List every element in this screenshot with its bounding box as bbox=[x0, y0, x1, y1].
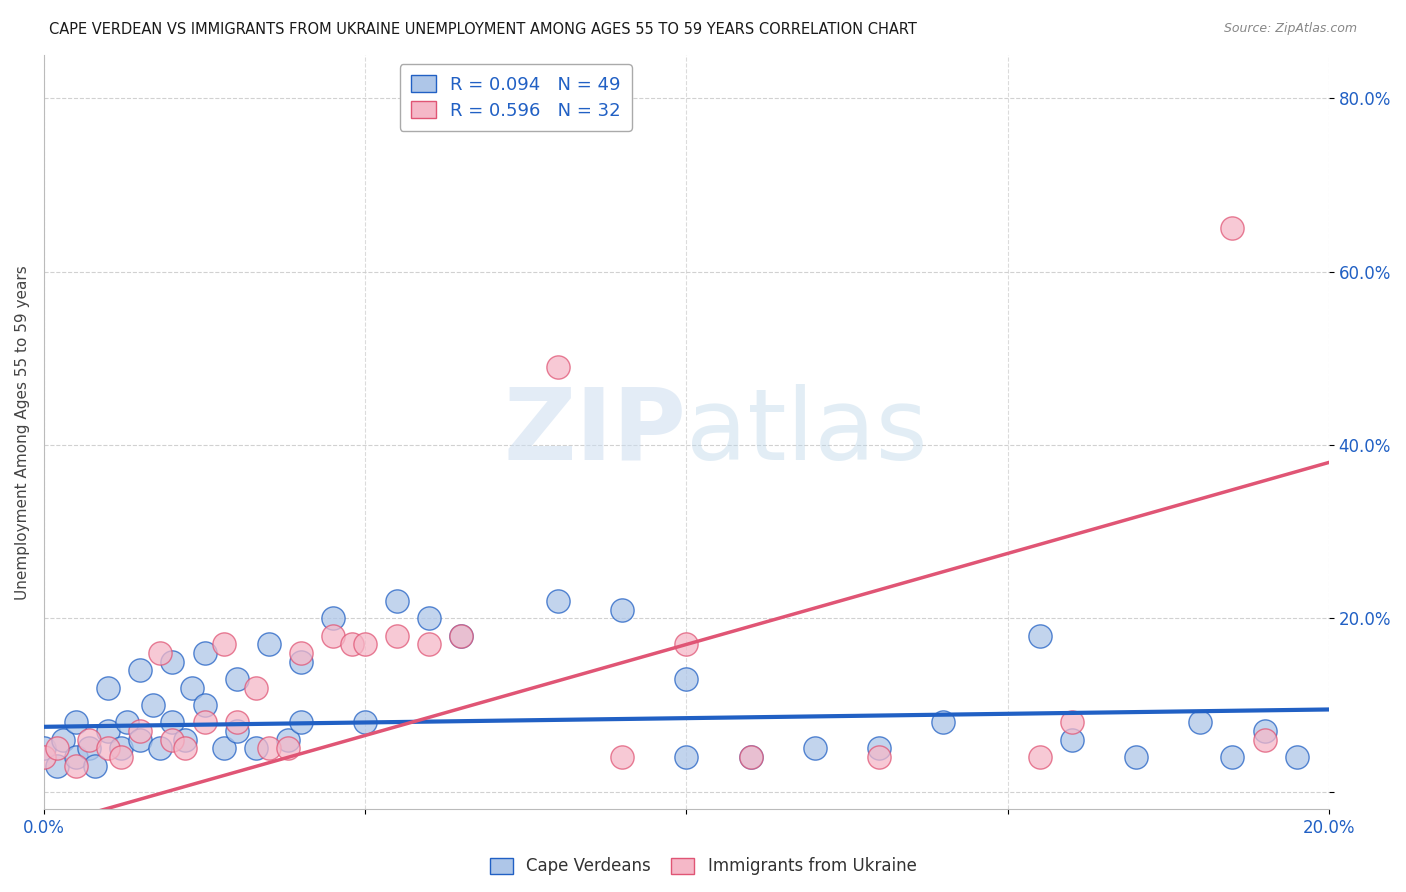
Point bbox=[32, 750, 55, 764]
Point bbox=[257, 638, 280, 652]
Point bbox=[740, 750, 762, 764]
Point bbox=[148, 646, 170, 660]
Point bbox=[418, 638, 440, 652]
Point bbox=[354, 638, 377, 652]
Point bbox=[675, 638, 697, 652]
Point bbox=[610, 603, 633, 617]
Point bbox=[1060, 715, 1083, 730]
Text: ZIP: ZIP bbox=[503, 384, 686, 481]
Point bbox=[142, 698, 165, 713]
Point bbox=[148, 741, 170, 756]
Point bbox=[180, 681, 202, 695]
Legend: R = 0.094   N = 49, R = 0.596   N = 32: R = 0.094 N = 49, R = 0.596 N = 32 bbox=[399, 64, 631, 130]
Point bbox=[547, 360, 569, 375]
Point bbox=[450, 629, 472, 643]
Point bbox=[162, 715, 184, 730]
Point bbox=[290, 655, 312, 669]
Point bbox=[675, 672, 697, 686]
Point bbox=[387, 629, 409, 643]
Point bbox=[174, 732, 197, 747]
Point bbox=[174, 741, 197, 756]
Point bbox=[1285, 750, 1308, 764]
Point bbox=[804, 741, 827, 756]
Point bbox=[129, 664, 152, 678]
Point bbox=[675, 750, 697, 764]
Point bbox=[52, 732, 75, 747]
Point bbox=[225, 672, 247, 686]
Point bbox=[65, 759, 87, 773]
Point bbox=[225, 715, 247, 730]
Point bbox=[257, 741, 280, 756]
Point bbox=[65, 715, 87, 730]
Point bbox=[322, 611, 344, 625]
Point bbox=[1222, 221, 1244, 235]
Point bbox=[450, 629, 472, 643]
Point bbox=[129, 724, 152, 739]
Point bbox=[84, 759, 107, 773]
Text: Source: ZipAtlas.com: Source: ZipAtlas.com bbox=[1223, 22, 1357, 36]
Point bbox=[162, 655, 184, 669]
Point bbox=[277, 732, 299, 747]
Point bbox=[212, 741, 235, 756]
Point bbox=[162, 732, 184, 747]
Point bbox=[110, 741, 132, 756]
Point bbox=[97, 741, 120, 756]
Text: atlas: atlas bbox=[686, 384, 928, 481]
Point bbox=[110, 750, 132, 764]
Point bbox=[129, 732, 152, 747]
Legend: Cape Verdeans, Immigrants from Ukraine: Cape Verdeans, Immigrants from Ukraine bbox=[482, 851, 924, 882]
Point bbox=[1189, 715, 1212, 730]
Point bbox=[868, 741, 890, 756]
Point bbox=[117, 715, 139, 730]
Point bbox=[1060, 732, 1083, 747]
Point bbox=[65, 750, 87, 764]
Point bbox=[245, 681, 267, 695]
Point bbox=[77, 741, 100, 756]
Point bbox=[193, 698, 215, 713]
Point bbox=[193, 646, 215, 660]
Point bbox=[610, 750, 633, 764]
Point bbox=[547, 594, 569, 608]
Y-axis label: Unemployment Among Ages 55 to 59 years: Unemployment Among Ages 55 to 59 years bbox=[15, 265, 30, 599]
Point bbox=[290, 715, 312, 730]
Point bbox=[245, 741, 267, 756]
Point bbox=[1028, 629, 1050, 643]
Point bbox=[740, 750, 762, 764]
Point bbox=[212, 638, 235, 652]
Point bbox=[45, 741, 67, 756]
Point bbox=[1125, 750, 1147, 764]
Point bbox=[932, 715, 955, 730]
Point bbox=[1028, 750, 1050, 764]
Point bbox=[77, 732, 100, 747]
Point bbox=[418, 611, 440, 625]
Point bbox=[32, 741, 55, 756]
Point bbox=[868, 750, 890, 764]
Point bbox=[277, 741, 299, 756]
Point bbox=[322, 629, 344, 643]
Point bbox=[193, 715, 215, 730]
Point bbox=[354, 715, 377, 730]
Point bbox=[1222, 750, 1244, 764]
Point bbox=[1253, 724, 1275, 739]
Point bbox=[45, 759, 67, 773]
Point bbox=[225, 724, 247, 739]
Point bbox=[342, 638, 364, 652]
Point bbox=[290, 646, 312, 660]
Point bbox=[97, 681, 120, 695]
Text: CAPE VERDEAN VS IMMIGRANTS FROM UKRAINE UNEMPLOYMENT AMONG AGES 55 TO 59 YEARS C: CAPE VERDEAN VS IMMIGRANTS FROM UKRAINE … bbox=[49, 22, 917, 37]
Point bbox=[1253, 732, 1275, 747]
Point bbox=[97, 724, 120, 739]
Point bbox=[387, 594, 409, 608]
